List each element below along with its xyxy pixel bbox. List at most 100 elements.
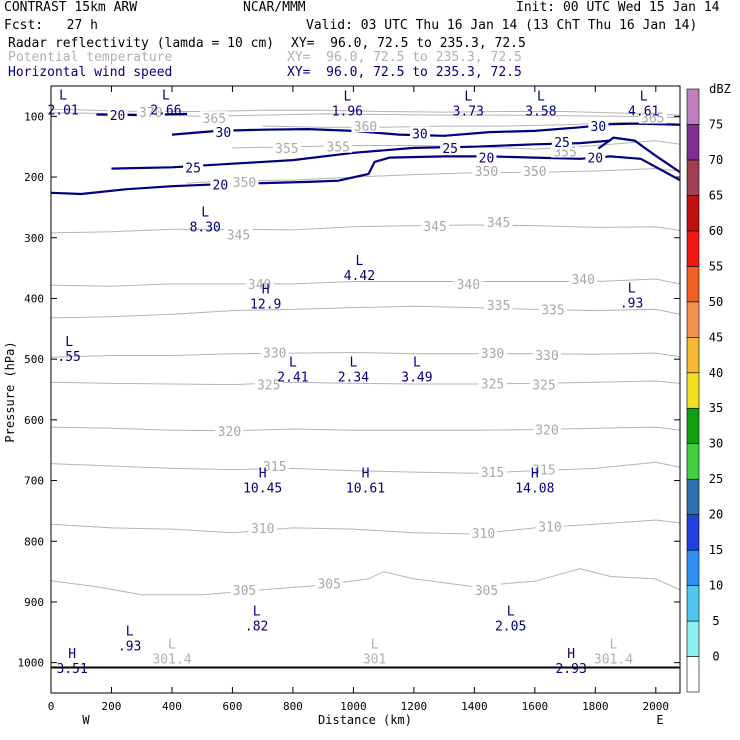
x-tick-label: 1200 (401, 700, 428, 713)
x-tick-label: 600 (223, 700, 243, 713)
theta-contour-310 (51, 519, 680, 535)
theta-label-bg (529, 377, 558, 391)
theta-label-bg (272, 140, 301, 154)
y-tick-label: 700 (24, 475, 44, 488)
theta-contour-label: 325 (481, 377, 504, 392)
field-theta-xy: XY= 96.0, 72.5 to 235.3, 72.5 (287, 50, 522, 65)
theta-min-value: 301.4 (594, 653, 633, 668)
field-wind-xy: XY= 96.0, 72.5 to 235.3, 72.5 (287, 65, 522, 80)
theta-contour-label: 335 (487, 299, 510, 314)
theta-min-symbol: L (610, 638, 618, 653)
theta-label-bg (478, 465, 507, 479)
y-tick-label: 800 (24, 535, 44, 548)
theta-contour-label: 355 (553, 146, 576, 161)
colorbar-level: 5 (712, 614, 719, 628)
wind-contour-30 (171, 122, 680, 137)
wind-contour-label: 25 (554, 136, 570, 151)
colorbar-level: 55 (709, 259, 723, 273)
wind-extremum-low-symbol: L (349, 356, 357, 371)
west-label: W (82, 713, 90, 727)
wind-extremum-high-symbol: H (259, 467, 267, 482)
colorbar-unit: dBZ (709, 82, 731, 96)
theta-contour-label: 305 (233, 584, 256, 599)
wind-extremum-value: 3.73 (453, 105, 484, 120)
theta-contour-label: 325 (532, 379, 555, 394)
colorbar-level: 20 (709, 508, 723, 522)
colorbar-level: 75 (709, 117, 723, 131)
theta-contour-label: 370 (139, 106, 162, 121)
theta-contour-label: 330 (535, 349, 558, 364)
wind-contour-20 (597, 136, 680, 174)
wind-extremum-value: 2.93 (555, 662, 586, 677)
wind-extremum-low-symbol: L (464, 90, 472, 105)
wind-extremum-low-symbol: L (507, 604, 515, 619)
y-tick-label: 400 (24, 292, 44, 305)
wind-extremum-value: .93 (620, 297, 643, 312)
theta-contour-label: 315 (263, 460, 286, 475)
theta-contour-label: 340 (457, 278, 480, 293)
theta-label-bg (254, 377, 283, 391)
wind-extremum-value: 1.96 (332, 105, 363, 120)
wind-extremum-value: 3.51 (57, 662, 88, 677)
x-tick-label: 200 (102, 700, 122, 713)
wind-contour-label: 25 (442, 142, 458, 157)
wind-label-bg (183, 160, 204, 175)
wind-label-bg (552, 134, 573, 149)
colorbar-swatch (686, 372, 700, 409)
x-tick-label: 1000 (340, 700, 367, 713)
theta-label-bg (351, 119, 380, 133)
theta-contour-label: 355 (327, 141, 350, 156)
wind-extremum-low-symbol: L (289, 356, 297, 371)
wind-contour-20 (51, 155, 680, 196)
theta-label-bg (224, 227, 253, 241)
field-reflectivity-name: Radar reflectivity (lamda = 10 cm) (8, 36, 275, 51)
x-tick-label: 1600 (522, 700, 549, 713)
colorbar-swatch (686, 407, 700, 445)
theta-label-bg (569, 272, 598, 286)
wind-extremum-high-symbol: H (68, 647, 76, 662)
theta-contour-label: 305 (475, 584, 498, 599)
colorbar-level: 25 (709, 472, 723, 486)
theta-label-bg (529, 462, 558, 476)
colorbar-swatch (686, 124, 700, 161)
wind-label-bg (210, 177, 231, 192)
theta-contour-label: 320 (218, 425, 241, 440)
theta-label-bg (535, 519, 564, 533)
wind-extremum-low-symbol: L (126, 624, 134, 639)
wind-extremum-value: 10.45 (243, 482, 282, 497)
theta-contour-label: 335 (541, 303, 564, 318)
theta-label-bg (324, 139, 353, 153)
theta-min-value: 301.4 (152, 653, 191, 668)
x-tick-label: 1400 (461, 700, 488, 713)
x-tick-label: 400 (162, 700, 182, 713)
field-reflectivity-xy: XY= 96.0, 72.5 to 235.3, 72.5 (291, 36, 526, 51)
field-theta-name: Potential temperature (8, 50, 173, 65)
wind-label-bg (588, 119, 609, 134)
theta-label-bg (478, 346, 507, 360)
y-tick-label: 600 (24, 414, 44, 427)
wind-extremum-value: 2.01 (47, 103, 78, 118)
wind-extremum-low-symbol: L (162, 88, 170, 103)
theta-label-bg (200, 111, 229, 125)
wind-extremum-value: 12.9 (250, 298, 281, 313)
theta-contour-label: 305 (317, 578, 340, 593)
theta-contour-360 (262, 121, 680, 128)
wind-contour-label: 30 (412, 127, 428, 142)
x-tick-label: 1800 (582, 700, 609, 713)
theta-label-bg (315, 576, 344, 590)
theta-label-bg (538, 302, 567, 316)
wind-contour-label: 20 (110, 109, 126, 124)
theta-contour-label: 330 (481, 347, 504, 362)
wind-label-bg (585, 150, 606, 165)
theta-label-bg (472, 582, 501, 596)
wind-extremum-high-symbol: H (531, 467, 539, 482)
theta-contour-305 (51, 568, 680, 596)
colorbar-swatch (686, 478, 700, 515)
theta-min-symbol: L (168, 638, 176, 653)
theta-contour-315 (51, 461, 680, 474)
theta-label-bg (245, 276, 274, 290)
colorbar-level: 10 (709, 579, 723, 593)
theta-contour-label: 365 (203, 112, 226, 127)
x-tick-label: 2000 (643, 700, 670, 713)
wind-label-bg (107, 108, 128, 123)
